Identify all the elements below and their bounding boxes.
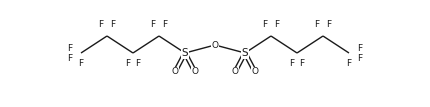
Text: F: F [274,19,280,28]
Text: O: O [172,68,178,77]
Text: F: F [150,19,156,28]
Text: O: O [212,41,218,50]
Text: F: F [357,44,362,53]
Text: F: F [111,19,116,28]
Text: F: F [135,59,141,68]
Text: F: F [68,54,73,62]
Text: O: O [252,68,258,77]
Text: F: F [98,19,104,28]
Text: F: F [78,59,83,68]
Text: F: F [314,19,319,28]
Text: F: F [262,19,267,28]
Text: F: F [357,54,362,62]
Text: F: F [126,59,131,68]
Text: O: O [191,68,199,77]
Text: O: O [231,68,239,77]
Text: S: S [242,48,248,58]
Text: S: S [182,48,188,58]
Text: F: F [68,44,73,53]
Text: F: F [299,59,304,68]
Text: F: F [326,19,332,28]
Text: F: F [347,59,352,68]
Text: F: F [163,19,168,28]
Text: F: F [289,59,295,68]
